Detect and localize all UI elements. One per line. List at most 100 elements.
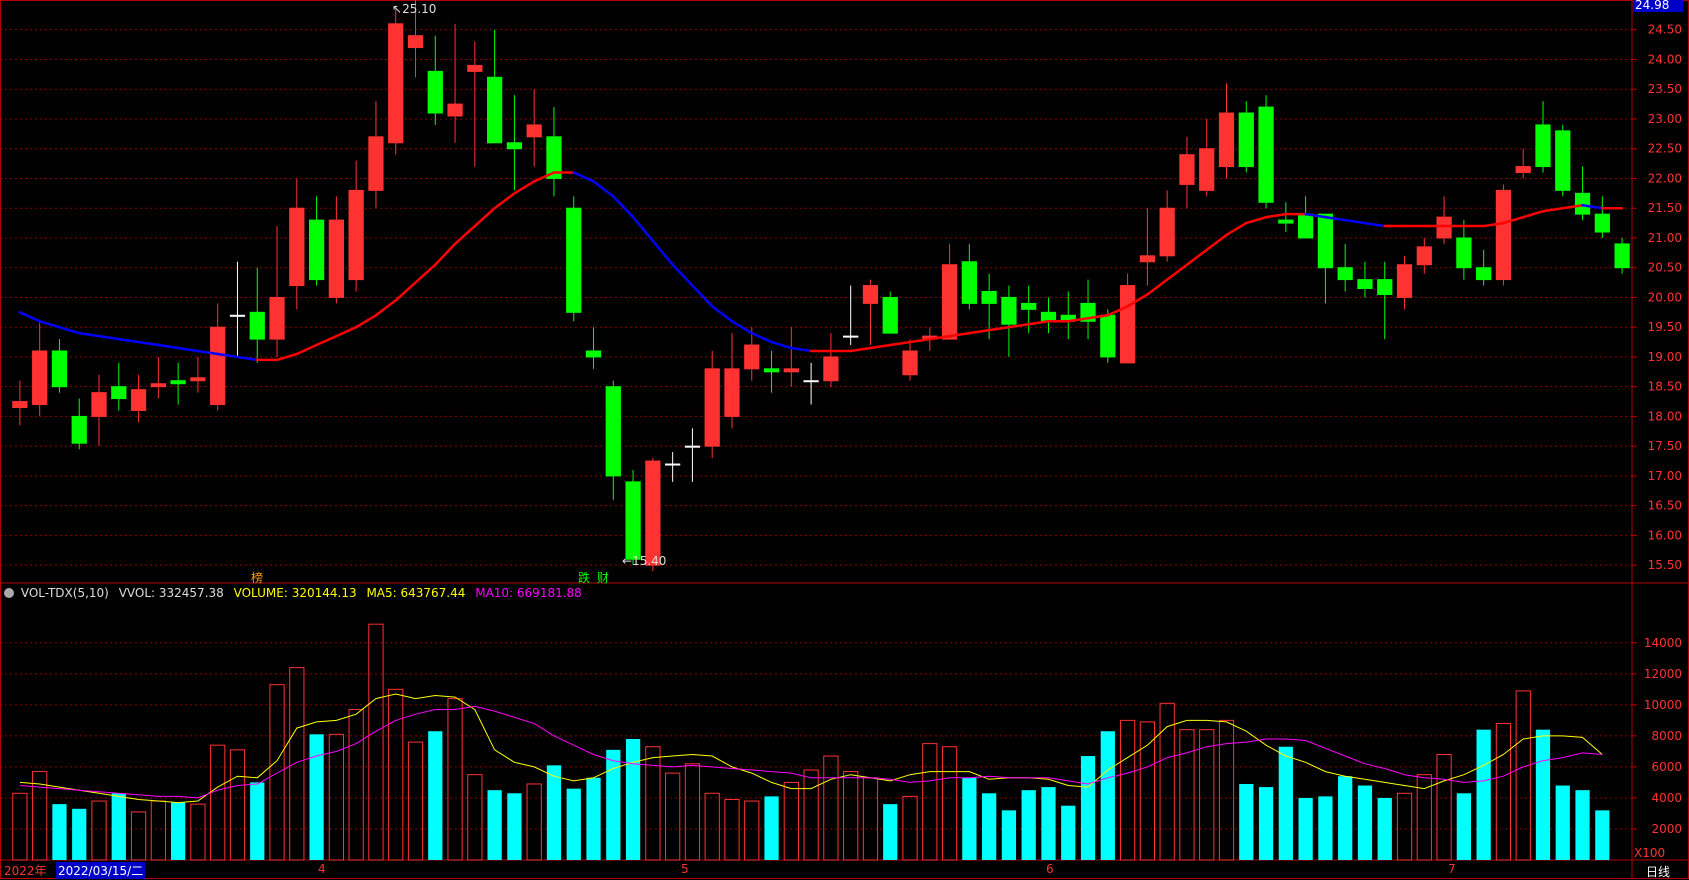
volume-bar (1575, 790, 1590, 860)
candle (229, 261, 246, 357)
ma-segment (216, 352, 239, 359)
volume-tick-label: 6000 (1651, 760, 1682, 774)
candle-body (1535, 124, 1551, 168)
ma-segment (1165, 263, 1189, 281)
price-tick-label: 19.50 (1648, 320, 1682, 334)
volume-bar (625, 738, 641, 860)
price-tick-label: 20.00 (1648, 290, 1682, 304)
ma-segment (117, 337, 140, 344)
ma-segment (691, 284, 714, 308)
ma-segment (532, 171, 556, 183)
candle-body (1218, 112, 1235, 168)
candle (1179, 136, 1195, 209)
price-axis-ticks: 15.50 16.00 16.50 17.00 17.50 18.00 18.50 19.00… (1632, 23, 1682, 572)
volume-bar (368, 623, 384, 861)
candle (71, 398, 87, 450)
ma-segment (335, 325, 358, 338)
ma-segment (236, 355, 259, 362)
candle-body (71, 415, 87, 444)
event-marker-2[interactable]: 跌 (578, 571, 591, 585)
ma-segment (1106, 305, 1129, 317)
candle-body (170, 380, 186, 385)
ma-segment (354, 314, 378, 329)
collapse-icon[interactable] (4, 588, 14, 598)
volume-bar (1080, 756, 1096, 860)
price-tick-label: 22.00 (1648, 171, 1682, 185)
candle-body (91, 392, 107, 417)
volume-bar (428, 731, 443, 860)
volume-bar (764, 796, 779, 860)
ma-segment (1146, 278, 1169, 296)
candle-body (447, 103, 463, 117)
candle (546, 107, 562, 197)
ma-segment (157, 343, 180, 350)
candle (130, 374, 147, 423)
volume-bar (1436, 753, 1452, 861)
volume-bar (803, 769, 819, 861)
volume-bar (1041, 787, 1056, 860)
candle (1377, 261, 1393, 340)
candle-body (32, 350, 48, 406)
candle (1218, 83, 1235, 179)
volume-bar (1377, 797, 1392, 860)
candle-body (1357, 279, 1373, 290)
candle (150, 356, 166, 399)
candle (941, 243, 958, 340)
candle-body (585, 350, 602, 358)
price-tick-label: 21.50 (1648, 201, 1682, 215)
ma-segment (572, 171, 595, 183)
candle (526, 89, 542, 167)
candle-body (249, 311, 265, 340)
candle-body (1278, 219, 1294, 224)
ma-segment (631, 215, 655, 243)
candle (1001, 285, 1017, 357)
cursor-date: 2022/03/15/二 (56, 862, 146, 879)
candle-body (961, 261, 977, 304)
candle-body (1456, 237, 1472, 269)
legend-ma10: MA10: 669181.88 (475, 586, 582, 600)
price-tick-label: 17.50 (1648, 439, 1682, 453)
volume-legend: VOL-TDX(5,10) VVOL: 332457.38 VOLUME: 32… (4, 586, 588, 602)
volume-bar (1298, 797, 1313, 860)
ma-segment (1126, 293, 1149, 308)
candle (328, 196, 344, 304)
ma-segment (453, 224, 477, 246)
period-tab[interactable]: 日线 (1646, 865, 1671, 879)
volume-bar (210, 744, 226, 861)
candle (843, 285, 859, 346)
candle (368, 101, 384, 209)
volume-bar (407, 741, 424, 861)
ma-segment (1225, 221, 1248, 237)
ma-segment (473, 206, 496, 228)
candle (1119, 273, 1136, 364)
candle (1100, 309, 1116, 363)
volume-bar (1021, 790, 1036, 860)
ma-segment (612, 195, 635, 219)
candle (1139, 208, 1155, 286)
volume-bar (309, 734, 324, 860)
candle-body (210, 326, 226, 406)
ma-segment (1502, 215, 1525, 225)
event-marker-1[interactable]: 榜 (251, 571, 264, 585)
candle-body (941, 264, 958, 340)
candle-body (704, 368, 720, 447)
volume-bar (1338, 776, 1353, 860)
volume-bar (783, 781, 799, 861)
candle (308, 196, 325, 286)
ma-segment (18, 311, 41, 323)
volume-bar (962, 777, 977, 860)
candle-body (130, 389, 147, 411)
volume-bars (12, 623, 1610, 861)
candle-body (605, 386, 621, 477)
volume-bar (171, 802, 186, 860)
price-tick-label: 24.50 (1648, 23, 1682, 37)
volume-bar (1318, 796, 1333, 860)
candle-body (763, 368, 780, 373)
candle (506, 95, 523, 191)
candle (625, 469, 641, 566)
event-marker-3[interactable]: 财 (597, 571, 610, 585)
ma-segment (750, 331, 773, 344)
price-tick-label: 23.50 (1648, 82, 1682, 96)
